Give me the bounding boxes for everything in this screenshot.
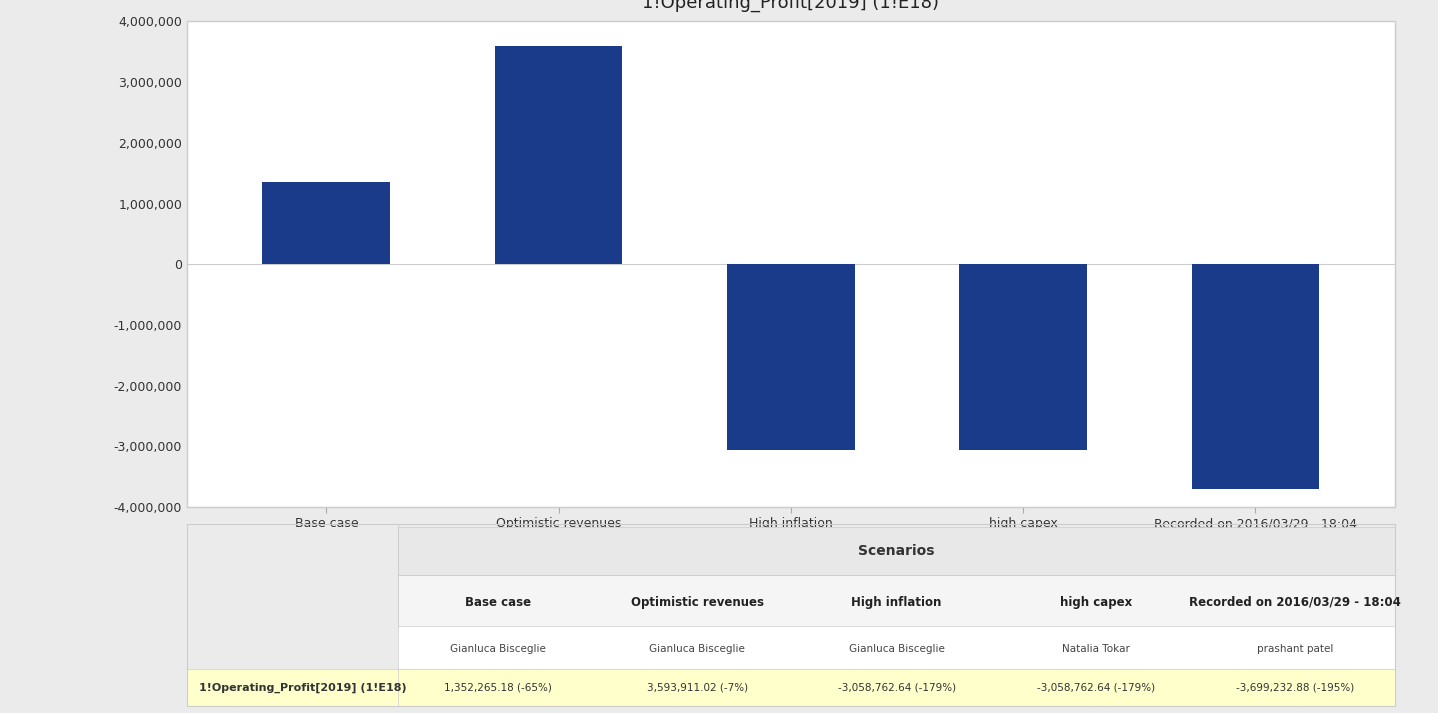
Text: 1,352,265.18 (-65%): 1,352,265.18 (-65%) bbox=[444, 682, 552, 692]
Bar bbox=[262, 182, 390, 265]
Text: prashant patel: prashant patel bbox=[1257, 645, 1333, 655]
Text: high capex: high capex bbox=[1060, 595, 1132, 609]
Text: Natalia Tokar: Natalia Tokar bbox=[1061, 645, 1130, 655]
Text: High inflation: High inflation bbox=[851, 595, 942, 609]
Bar bbox=[728, 265, 854, 450]
Text: Base case: Base case bbox=[464, 595, 531, 609]
Bar bbox=[1192, 265, 1320, 489]
Text: 1!Operating_Profit[2019] (1!E18): 1!Operating_Profit[2019] (1!E18) bbox=[198, 682, 407, 693]
FancyBboxPatch shape bbox=[398, 528, 1395, 575]
Text: Recorded on 2016/03/29 - 18:04: Recorded on 2016/03/29 - 18:04 bbox=[1189, 595, 1401, 609]
Text: -3,058,762.64 (-179%): -3,058,762.64 (-179%) bbox=[837, 682, 956, 692]
Text: -3,058,762.64 (-179%): -3,058,762.64 (-179%) bbox=[1037, 682, 1155, 692]
Text: 3,593,911.02 (-7%): 3,593,911.02 (-7%) bbox=[647, 682, 748, 692]
Title: 1!Operating_Profit[2019] (1!E18): 1!Operating_Profit[2019] (1!E18) bbox=[643, 0, 939, 12]
Text: Scenarios: Scenarios bbox=[858, 544, 935, 558]
FancyBboxPatch shape bbox=[398, 626, 1395, 670]
Text: -3,699,232.88 (-195%): -3,699,232.88 (-195%) bbox=[1237, 682, 1355, 692]
Text: Optimistic revenues: Optimistic revenues bbox=[631, 595, 764, 609]
Text: Gianluca Bisceglie: Gianluca Bisceglie bbox=[848, 645, 945, 655]
FancyBboxPatch shape bbox=[187, 670, 1395, 706]
Text: Gianluca Bisceglie: Gianluca Bisceglie bbox=[450, 645, 546, 655]
Bar bbox=[959, 265, 1087, 450]
Text: Gianluca Bisceglie: Gianluca Bisceglie bbox=[650, 645, 745, 655]
Bar bbox=[495, 46, 623, 265]
FancyBboxPatch shape bbox=[398, 575, 1395, 626]
